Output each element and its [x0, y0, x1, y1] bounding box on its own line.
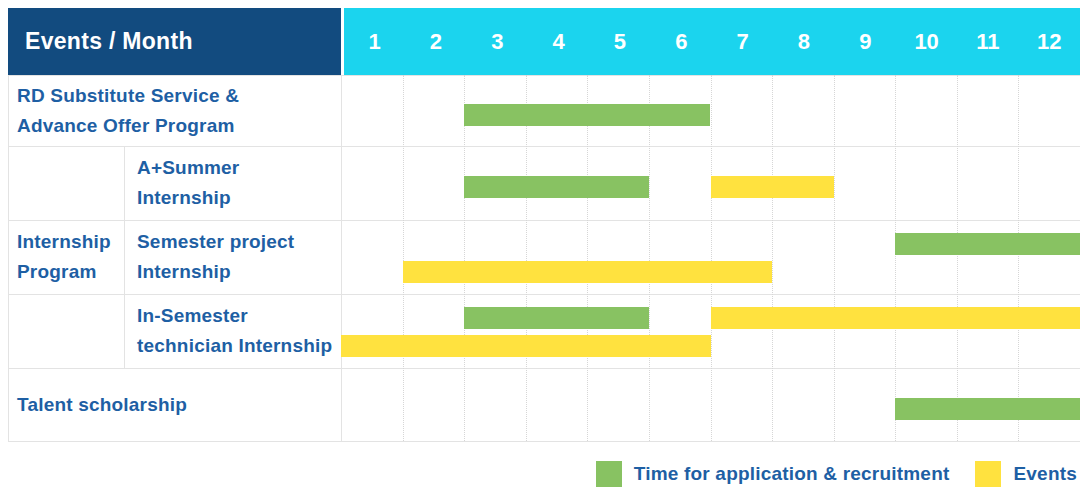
- month-gridline: [772, 75, 773, 441]
- month-gridline: [649, 75, 650, 441]
- legend-item-application: Time for application & recruitment: [596, 461, 950, 487]
- grid-hline: [8, 441, 1080, 442]
- gantt-bar-application: [464, 176, 649, 198]
- month-gridline: [834, 75, 835, 441]
- month-header-cell: 1: [344, 8, 405, 75]
- table-corner-header: Events / Month: [8, 8, 341, 75]
- month-header-row: 123456789101112: [344, 8, 1080, 75]
- grid-vline: [341, 75, 342, 441]
- month-gridline: [526, 75, 527, 441]
- month-header-cell: 10: [896, 8, 957, 75]
- row-label-line: Talent scholarship: [17, 390, 340, 420]
- month-header-cell: 3: [467, 8, 528, 75]
- month-header-cell: 6: [651, 8, 712, 75]
- month-gridline: [464, 75, 465, 441]
- month-header-cell: 12: [1019, 8, 1080, 75]
- gantt-bar-event: [403, 261, 773, 283]
- row-label-line: Internship: [137, 257, 340, 287]
- group-label-line: Program: [17, 257, 123, 287]
- gantt-schedule-table: Events / Month 123456789101112 RD Substi…: [0, 0, 1080, 494]
- row-label-semester-project: Semester project Internship: [125, 221, 340, 293]
- gantt-bar-event: [711, 176, 834, 198]
- month-gridline: [1018, 75, 1019, 441]
- gantt-bar-event: [341, 335, 711, 357]
- month-gridline: [895, 75, 896, 441]
- row-label-line: In-Semester: [137, 301, 340, 331]
- month-header-cell: 2: [405, 8, 466, 75]
- month-header-cell: 9: [835, 8, 896, 75]
- row-label-line: A+Summer: [137, 153, 340, 183]
- legend-label: Time for application & recruitment: [634, 463, 950, 485]
- month-gridline: [587, 75, 588, 441]
- row-label-line: Internship: [137, 183, 340, 213]
- group-label-internship-program: Internship Program: [9, 147, 123, 367]
- month-header-cell: 5: [589, 8, 650, 75]
- month-header-cell: 11: [957, 8, 1018, 75]
- gantt-bar-application: [895, 233, 1080, 255]
- row-label-line: Semester project: [137, 227, 340, 257]
- gantt-bar-application: [464, 104, 710, 126]
- month-header-cell: 4: [528, 8, 589, 75]
- row-label-rd-substitute: RD Substitute Service & Advance Offer Pr…: [9, 76, 340, 146]
- month-gridline: [403, 75, 404, 441]
- month-header-cell: 8: [773, 8, 834, 75]
- row-label-a-plus-summer: A+Summer Internship: [125, 147, 340, 219]
- row-label-in-semester-technician: In-Semester technician Internship: [125, 295, 340, 367]
- group-label-line: Internship: [17, 227, 123, 257]
- legend-swatch-green-icon: [596, 461, 622, 487]
- legend-swatch-yellow-icon: [975, 461, 1001, 487]
- gantt-bar-application: [895, 398, 1080, 420]
- table-title: Events / Month: [25, 28, 193, 55]
- month-gridline: [711, 75, 712, 441]
- month-header-cell: 7: [712, 8, 773, 75]
- legend-item-events: Events: [975, 461, 1077, 487]
- gantt-bar-application: [464, 307, 649, 329]
- row-label-line: Advance Offer Program: [17, 111, 340, 141]
- row-label-talent-scholarship: Talent scholarship: [9, 369, 340, 440]
- legend: Time for application & recruitment Event…: [596, 459, 1077, 489]
- gantt-bar-event: [711, 307, 1080, 329]
- row-label-line: RD Substitute Service &: [17, 81, 340, 111]
- row-label-line: technician Internship: [137, 331, 340, 361]
- legend-label: Events: [1013, 463, 1077, 485]
- month-gridline: [957, 75, 958, 441]
